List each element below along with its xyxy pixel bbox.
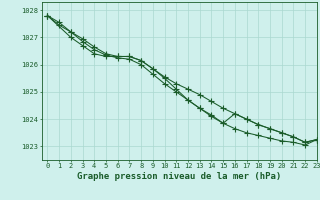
X-axis label: Graphe pression niveau de la mer (hPa): Graphe pression niveau de la mer (hPa) (77, 172, 281, 181)
